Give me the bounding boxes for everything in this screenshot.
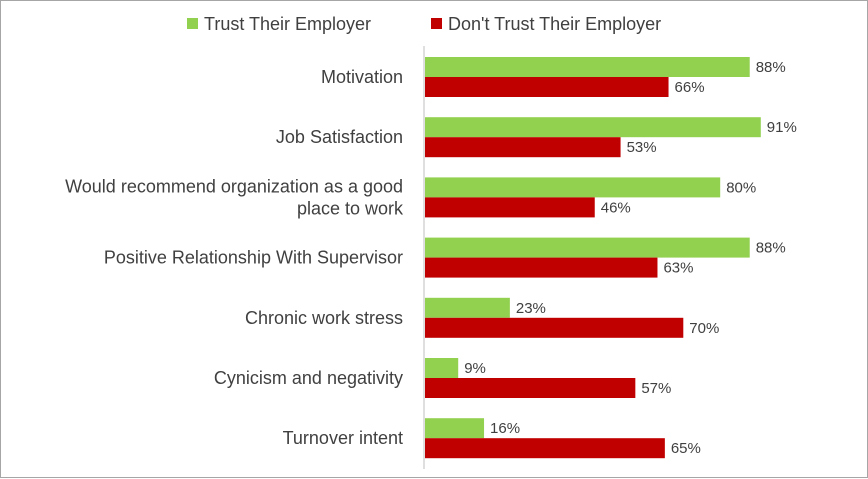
- bar: [425, 137, 621, 158]
- bar: [425, 117, 761, 138]
- category-label: Would recommend organization as a good: [65, 176, 403, 196]
- data-label: 53%: [627, 139, 657, 156]
- bar: [425, 257, 658, 278]
- data-label: 70%: [689, 320, 719, 337]
- data-label: 16%: [490, 420, 520, 437]
- data-label: 66%: [675, 79, 705, 96]
- bar: [425, 358, 459, 378]
- category-labels: Motivation Job Satisfaction Would recommen…: [65, 67, 404, 448]
- data-label: 23%: [516, 300, 546, 317]
- legend-label-2: Don't Trust Their Employer: [448, 14, 661, 34]
- bar: [425, 237, 750, 258]
- data-label: 88%: [756, 59, 786, 76]
- category-label: Job Satisfaction: [276, 127, 403, 147]
- category-label: Chronic work stress: [245, 308, 403, 328]
- legend-swatch-1: [187, 18, 198, 29]
- legend: Trust Their Employer Don't Trust Their Em…: [187, 14, 661, 34]
- category-label: place to work: [297, 198, 404, 218]
- bar: [425, 197, 595, 218]
- data-label: 91%: [767, 119, 797, 136]
- category-label: Positive Relationship With Supervisor: [104, 248, 403, 268]
- bar: [425, 77, 669, 97]
- data-label: 9%: [464, 360, 486, 377]
- data-label: 57%: [641, 380, 671, 397]
- legend-label-1: Trust Their Employer: [204, 14, 371, 34]
- category-label: Cynicism and negativity: [214, 368, 403, 388]
- data-label: 88%: [756, 240, 786, 257]
- data-label: 63%: [663, 260, 693, 277]
- value-labels: 88% 91% 80% 88% 23% 9% 16% 66% 53% 46% 63% 70% 57% 65…: [464, 59, 797, 457]
- bar: [425, 317, 684, 338]
- bar: [425, 438, 665, 459]
- bar: [425, 177, 721, 198]
- category-label: Motivation: [321, 67, 403, 87]
- data-label: 80%: [726, 179, 756, 196]
- category-label: Turnover intent: [283, 428, 403, 448]
- legend-swatch-2: [431, 18, 442, 29]
- bar: [425, 57, 750, 77]
- bar: [425, 378, 636, 398]
- data-label: 65%: [671, 440, 701, 457]
- data-label: 46%: [601, 199, 631, 216]
- bar: [425, 297, 510, 318]
- bar: [425, 418, 485, 439]
- bars: [425, 57, 761, 459]
